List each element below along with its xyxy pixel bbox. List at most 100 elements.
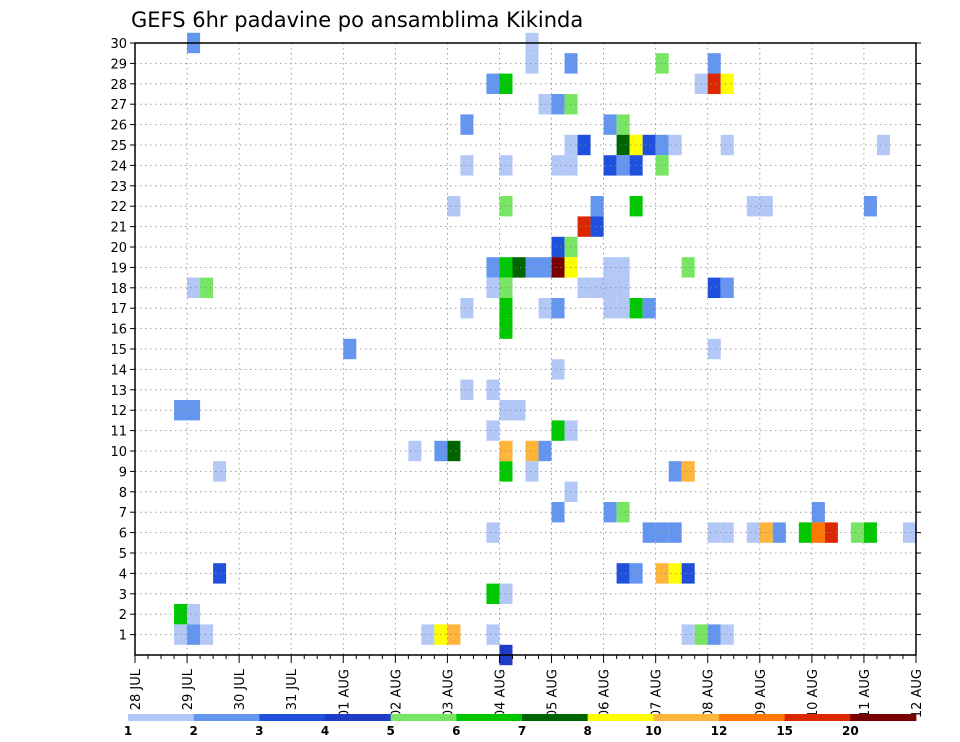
y-tick-label: 6 <box>119 527 127 542</box>
heatmap-cell <box>720 522 734 543</box>
heatmap-cell <box>616 563 630 584</box>
heatmap-cell <box>486 73 500 94</box>
colorbar-label: 8 <box>583 724 591 738</box>
heatmap-cell <box>408 440 422 462</box>
heatmap-cell <box>590 216 604 237</box>
heatmap-cell <box>720 277 734 298</box>
heatmap-cell <box>460 114 474 135</box>
y-tick-label: 21 <box>110 221 127 236</box>
heatmap-cell <box>720 624 734 645</box>
heatmap-cell <box>850 522 864 543</box>
y-tick-label: 10 <box>110 445 127 460</box>
colorbar-swatch <box>784 714 851 721</box>
heatmap-cell <box>902 522 916 543</box>
colorbar-label: 10 <box>645 724 662 738</box>
heatmap-cell <box>187 400 201 421</box>
heatmap-cell <box>616 257 630 278</box>
heatmap-cell <box>642 522 656 543</box>
heatmap-cell <box>460 298 474 319</box>
colorbar-swatch <box>587 714 654 721</box>
heatmap-cell <box>746 522 760 543</box>
y-tick-label: 19 <box>110 261 127 276</box>
x-tick-label: 02 AUG <box>389 669 404 718</box>
heatmap-cell <box>642 134 656 156</box>
y-tick-label: 3 <box>119 588 127 603</box>
heatmap-cell <box>213 461 227 482</box>
heatmap-cell <box>616 502 630 523</box>
heatmap-cell <box>707 624 721 645</box>
heatmap-cell <box>681 563 695 584</box>
y-tick-label: 8 <box>119 486 127 501</box>
heatmap-cell <box>616 134 630 156</box>
colorbar-label: 6 <box>452 724 460 738</box>
heatmap-cell <box>551 420 565 441</box>
heatmap-cell <box>876 134 890 156</box>
heatmap-cell <box>681 257 695 278</box>
colorbar-label: 3 <box>255 724 263 738</box>
heatmap-cell <box>512 257 526 278</box>
heatmap-cell <box>512 400 526 421</box>
colorbar-swatch <box>390 714 457 721</box>
heatmap-cell <box>811 522 825 543</box>
heatmap-cell <box>486 583 500 604</box>
heatmap-cell <box>551 359 565 380</box>
y-tick-label: 23 <box>110 180 127 195</box>
colorbar-label: 5 <box>386 724 394 738</box>
heatmap-cell <box>551 236 565 258</box>
colorbar-swatch <box>719 714 786 721</box>
x-tick-label: 01 AUG <box>337 669 352 718</box>
heatmap-cell <box>187 604 201 625</box>
grid-lines <box>135 42 916 655</box>
heatmap-cell <box>447 624 461 645</box>
chart-title: GEFS 6hr padavine po ansamblima Kikinda <box>131 8 583 32</box>
heatmap-cell <box>655 53 669 74</box>
x-tick-label: 03 AUG <box>441 669 456 718</box>
heatmap-cell <box>486 624 500 645</box>
y-tick-label: 7 <box>119 506 127 521</box>
y-tick-label: 22 <box>110 200 127 215</box>
x-tick-label: 08 AUG <box>702 669 717 718</box>
heatmap-cell <box>486 420 500 441</box>
heatmap-cell <box>681 461 695 482</box>
heatmap-cell <box>577 216 591 237</box>
y-tick-label: 5 <box>119 547 127 562</box>
heatmap-cell <box>551 94 565 115</box>
heatmap-cell <box>447 440 461 462</box>
x-tick-label: 07 AUG <box>650 669 665 718</box>
colorbar-swatch <box>259 714 326 721</box>
heatmap-cell <box>720 73 734 94</box>
heatmap-cell <box>707 277 721 298</box>
heatmap-cell <box>460 379 474 400</box>
colorbar-label: 2 <box>189 724 197 738</box>
x-tick-label: 06 AUG <box>598 669 613 718</box>
heatmap-cell <box>551 502 565 523</box>
colorbar-label: 15 <box>776 724 793 738</box>
heatmap-cell <box>707 53 721 74</box>
heatmap-cell <box>551 257 565 278</box>
heatmap-cell <box>707 522 721 543</box>
y-tick-label: 9 <box>119 465 127 480</box>
heatmap-cell <box>447 196 461 217</box>
x-tick-label: 31 JUL <box>285 668 300 710</box>
heatmap-cell <box>551 155 565 176</box>
axes: 1234567891011121314151617181920212223242… <box>110 37 925 718</box>
heatmap-cell <box>187 624 201 645</box>
x-tick-label: 11 AUG <box>858 669 873 718</box>
heatmap-cell <box>642 298 656 319</box>
y-tick-label: 30 <box>110 37 127 52</box>
colorbar-label: 12 <box>711 724 728 738</box>
heatmap-cell <box>590 196 604 217</box>
heatmap-cell <box>200 624 214 645</box>
heatmap-cell <box>616 277 630 298</box>
colorbar-swatch <box>325 714 392 721</box>
y-tick-label: 13 <box>110 384 127 399</box>
y-tick-label: 1 <box>119 629 127 644</box>
heatmap-cell <box>746 196 760 217</box>
colorbar-swatch <box>456 714 523 721</box>
y-tick-label: 18 <box>110 282 127 297</box>
heatmap-cell <box>811 502 825 523</box>
colorbar: 1 2 3 4 5 6 7 8 10 12 15 20 <box>124 714 917 738</box>
x-tick-label: 10 AUG <box>806 669 821 718</box>
x-tick-label: 05 AUG <box>546 669 561 718</box>
heatmap-cell <box>655 134 669 156</box>
